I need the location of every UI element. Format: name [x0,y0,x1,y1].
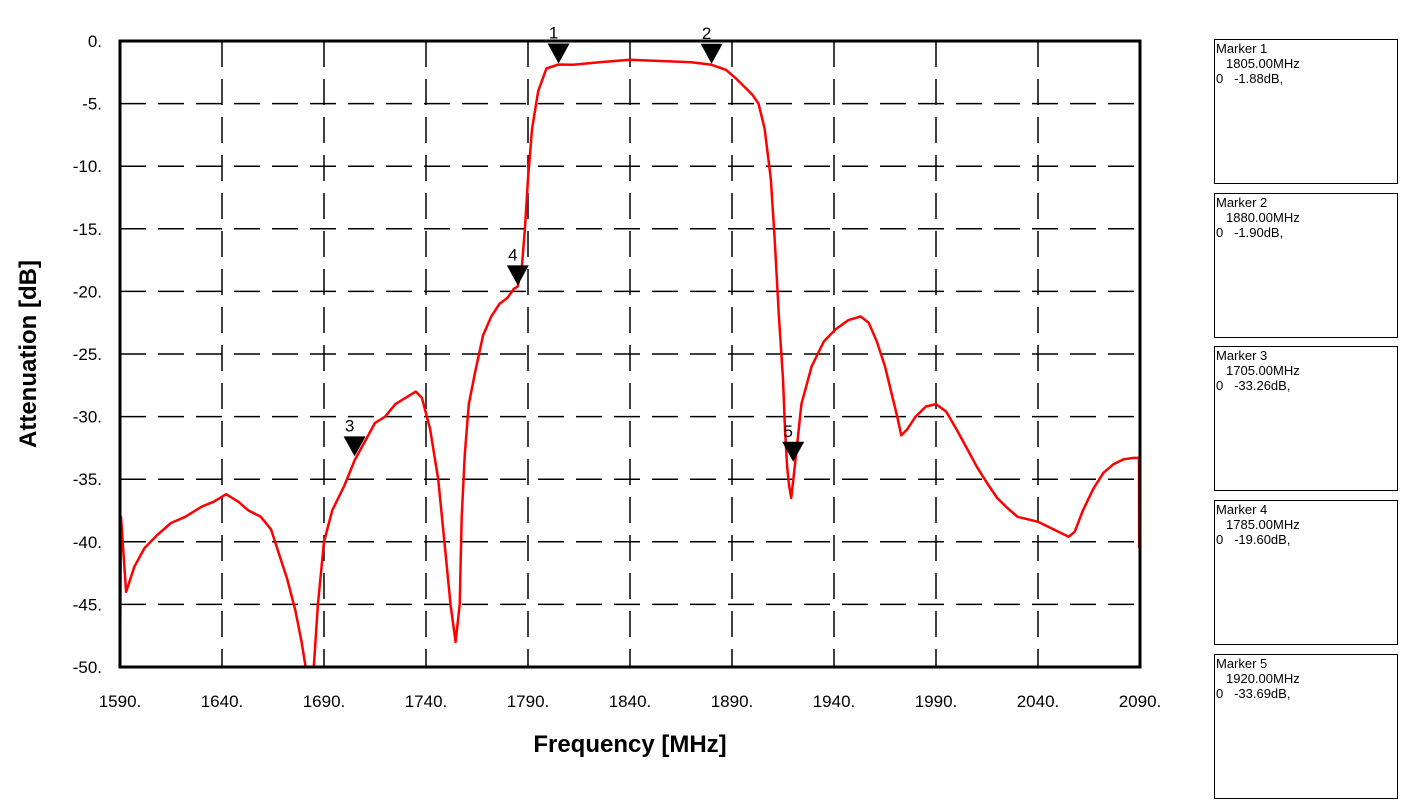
series-line [120,58,1140,667]
marker-triangle [782,441,805,462]
marker-label: 3 [345,416,354,435]
marker-panel-title: Marker 2 [1216,195,1268,210]
plot-frame [118,39,1142,669]
marker-label: 2 [702,24,711,43]
x-tick-label: 1590. [99,692,142,711]
marker-4: 4 [506,245,529,286]
grid [120,41,1140,667]
marker-panel-frequency: 1880.00MHz [1226,210,1300,225]
marker-triangle [547,43,570,64]
x-tick-label: 1990. [915,692,958,711]
marker-panel-3: Marker 3 1705.00MHz 0 -33.26dB, [1214,346,1398,491]
marker-panel-reading: 0 -19.60dB, [1216,532,1291,547]
marker-triangle [343,436,366,457]
y-tick-label: -5. [82,95,102,114]
marker-panel-5: Marker 5 1920.00MHz 0 -33.69dB, [1214,654,1398,799]
marker-panel-title: Marker 4 [1216,502,1268,517]
marker-panel-frequency: 1920.00MHz [1226,671,1300,686]
y-tick-label: -45. [73,595,102,614]
marker-panel-title: Marker 1 [1216,41,1268,56]
marker-triangle [700,43,723,64]
marker-2: 2 [700,24,723,64]
marker-panel-title: Marker 5 [1216,656,1268,671]
x-tick-label: 1840. [609,692,652,711]
marker-panel-1: Marker 1 1805.00MHz 0 -1.88dB, [1214,39,1398,184]
y-tick-label: -15. [73,220,102,239]
marker-panel-reading: 0 -1.88dB, [1216,71,1284,86]
marker-label: 5 [783,422,792,441]
marker-panel-frequency: 1805.00MHz [1226,56,1300,71]
marker-3: 3 [343,416,366,457]
y-tick-label: -35. [73,470,102,489]
marker-panel-4: Marker 4 1785.00MHz 0 -19.60dB, [1214,500,1398,645]
y-tick-label: 0. [88,32,102,51]
x-tick-label: 1690. [303,692,346,711]
series-layer [120,58,1140,667]
y-tick-label: -40. [73,533,102,552]
marker-label: 1 [549,24,558,43]
marker-panel-reading: 0 -1.90dB, [1216,225,1284,240]
y-axis-title: Attenuation [dB] [15,260,42,448]
x-tick-label: 2090. [1119,692,1162,711]
marker-1: 1 [547,24,570,64]
marker-triangle [506,265,529,286]
marker-5: 5 [782,422,805,462]
marker-label: 4 [508,245,517,264]
marker-panel-reading: 0 -33.69dB, [1216,686,1291,701]
x-tick-label: 2040. [1017,692,1060,711]
x-tick-label: 1890. [711,692,754,711]
y-tick-label: -30. [73,408,102,427]
y-tick-label: -10. [73,157,102,176]
x-tick-label: 1740. [405,692,448,711]
marker-panel-title: Marker 3 [1216,348,1268,363]
marker-panel-reading: 0 -33.26dB, [1216,378,1291,393]
y-tick-label: -20. [73,282,102,301]
marker-panel-2: Marker 2 1880.00MHz 0 -1.90dB, [1214,193,1398,338]
marker-panel-frequency: 1785.00MHz [1226,517,1300,532]
x-tick-label: 1640. [201,692,244,711]
marker-panel-frequency: 1705.00MHz [1226,363,1300,378]
x-axis-title: Frequency [MHz] [533,731,726,758]
y-tick-label: -50. [73,658,102,677]
tick-labels: 1590. 1640. 1690. 1740. 1790. 1840. 1890. 1940.… [73,32,1162,711]
y-tick-label: -25. [73,345,102,364]
marker-layer: 1 2 3 4 5 [343,24,805,462]
x-tick-label: 1790. [507,692,550,711]
x-tick-label: 1940. [813,692,856,711]
